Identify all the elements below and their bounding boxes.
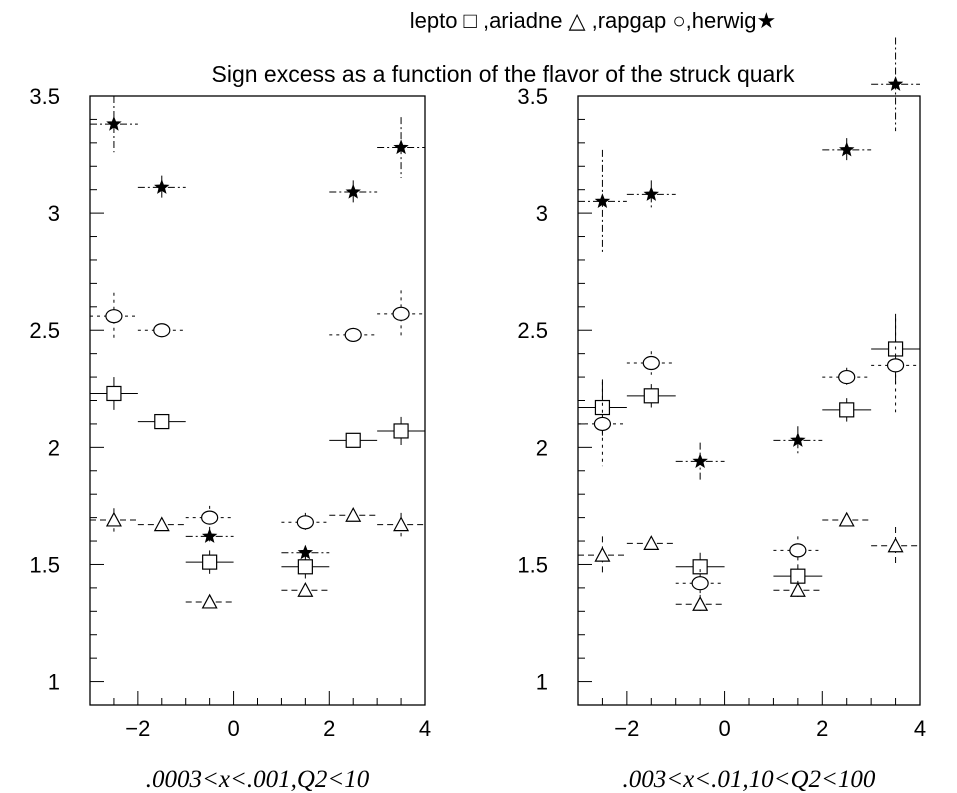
panel-caption: .003<x<.01,10<Q2<100 <box>623 766 876 793</box>
x-tick-label: 0 <box>718 716 730 741</box>
data-point-lepto <box>346 433 360 447</box>
data-point-rapgap <box>393 307 409 320</box>
y-tick-label: 2.5 <box>517 318 548 343</box>
data-point-ariadne <box>394 518 408 531</box>
series-rapgap <box>578 319 920 598</box>
series-herwig <box>578 37 920 480</box>
data-point-rapgap <box>297 516 313 529</box>
y-tick-label: 1.5 <box>29 552 60 577</box>
data-point-rapgap <box>202 511 218 524</box>
data-point-ariadne <box>346 508 360 521</box>
data-point-ariadne <box>155 518 169 531</box>
data-point-rapgap <box>888 359 904 372</box>
data-point-rapgap <box>692 577 708 590</box>
x-tick-label: −2 <box>125 716 150 741</box>
data-point-lepto <box>644 389 658 403</box>
y-tick-label: 1 <box>48 670 60 695</box>
panel-1: 1 1.5 2 2.5 3 3.5 −2 0 2 4 .0003<x<.001,Q2<10 <box>29 84 431 793</box>
data-point-rapgap <box>106 310 122 323</box>
legend-text: lepto □ ,ariadne △ ,rapgap ○,herwig★ <box>410 8 777 33</box>
plot-frame <box>578 96 920 705</box>
data-point-rapgap <box>790 544 806 557</box>
data-point-ariadne <box>298 583 312 596</box>
chart-title: Sign excess as a function of the flavor … <box>212 61 795 87</box>
data-point-rapgap <box>154 324 170 337</box>
data-point-ariadne <box>595 548 609 561</box>
data-point-ariadne <box>203 595 217 608</box>
series-herwig <box>90 96 425 560</box>
x-tick-label: 2 <box>816 716 828 741</box>
series-ariadne <box>578 513 920 614</box>
data-point-rapgap <box>594 417 610 430</box>
x-tick-label: 0 <box>227 716 239 741</box>
series-rapgap <box>90 290 425 531</box>
series-lepto <box>90 377 425 578</box>
series-lepto <box>578 314 920 588</box>
y-tick-label: 3 <box>48 201 60 226</box>
x-tick-label: 2 <box>323 716 335 741</box>
data-point-lepto <box>298 560 312 574</box>
x-tick-label: 4 <box>419 716 431 741</box>
y-tick-label: 3 <box>536 201 548 226</box>
y-tick-label: 3.5 <box>29 84 60 109</box>
y-tick-label: 2.5 <box>29 318 60 343</box>
data-point-lepto <box>107 386 121 400</box>
panel-caption: .0003<x<.001,Q2<10 <box>146 766 370 793</box>
data-point-ariadne <box>889 539 903 552</box>
chart-panels: 1 1.5 2 2.5 3 3.5 −2 0 2 4 .0003<x<.001,Q2<10 1 1.5 2… <box>29 37 926 793</box>
data-point-lepto <box>203 555 217 569</box>
data-point-ariadne <box>107 513 121 526</box>
panel-2: 1 1.5 2 2.5 3 3.5 −2 0 2 4 .003<x<.01,10<Q2<100 <box>517 37 926 793</box>
data-point-lepto <box>840 403 854 417</box>
y-tick-label: 1.5 <box>517 552 548 577</box>
data-point-ariadne <box>644 536 658 549</box>
data-point-rapgap <box>345 328 361 341</box>
data-point-rapgap <box>839 371 855 384</box>
y-tick-label: 1 <box>536 670 548 695</box>
data-point-lepto <box>394 424 408 438</box>
data-point-ariadne <box>840 513 854 526</box>
data-point-lepto <box>155 415 169 429</box>
x-tick-label: 4 <box>914 716 926 741</box>
data-point-ariadne <box>791 583 805 596</box>
data-point-ariadne <box>693 597 707 610</box>
data-point-rapgap <box>643 357 659 370</box>
y-tick-label: 2 <box>48 435 60 460</box>
y-tick-label: 3.5 <box>517 84 548 109</box>
y-tick-label: 2 <box>536 435 548 460</box>
data-point-herwig <box>694 454 707 467</box>
series-ariadne <box>90 508 425 608</box>
x-tick-label: −2 <box>614 716 639 741</box>
